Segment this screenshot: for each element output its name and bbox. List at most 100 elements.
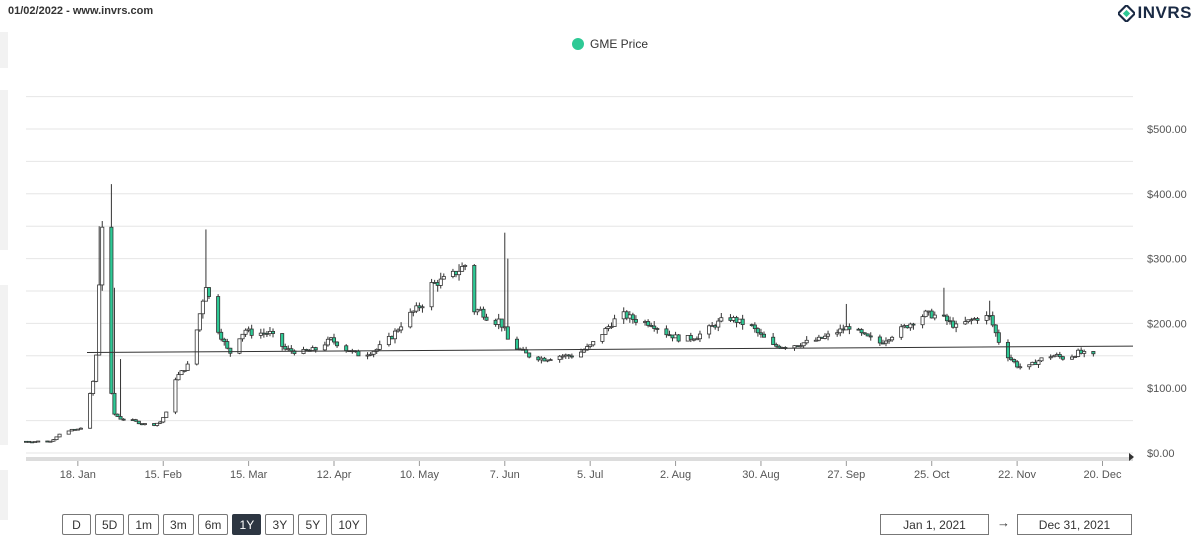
- range-button-5y[interactable]: 5Y: [298, 514, 328, 535]
- candle-body: [582, 349, 587, 353]
- candle-body: [664, 328, 669, 336]
- candle-body: [505, 326, 510, 340]
- candle-body: [603, 328, 608, 335]
- start-date-input[interactable]: Jan 1, 2021: [880, 514, 989, 535]
- candle-body: [228, 347, 233, 354]
- candle-body: [463, 265, 468, 267]
- candle-body: [484, 316, 489, 321]
- x-tick-label: 25. Oct: [914, 469, 949, 481]
- candle-body: [835, 332, 840, 335]
- start-date-value: Jan 1, 2021: [903, 517, 966, 532]
- candle-body: [121, 418, 126, 421]
- candle-body: [813, 339, 818, 342]
- candle-body: [975, 318, 980, 321]
- candle-body: [66, 430, 71, 435]
- candle-body: [1018, 366, 1023, 369]
- x-tick-label: 27. Sep: [827, 469, 865, 481]
- candle-body: [932, 314, 937, 319]
- candle-body: [569, 355, 574, 358]
- date-site-label: 01/02/2022 - www.invrs.com: [8, 5, 154, 17]
- y-tick-label: $500.00: [1147, 124, 1187, 136]
- candle-body: [36, 440, 41, 443]
- candle-body: [197, 313, 202, 331]
- candle-body: [877, 336, 882, 344]
- range-button-1y[interactable]: 1Y: [232, 514, 262, 535]
- candle-body: [94, 354, 99, 382]
- candle-body: [883, 340, 888, 344]
- candle-body: [1048, 356, 1053, 359]
- invrs-logo-icon: [1117, 4, 1135, 22]
- price-chart[interactable]: $0.00 $100.00 $200.00 $300.00 $400.00 $500.00…: [0, 0, 1200, 500]
- brand-logo[interactable]: INVRS: [1117, 3, 1192, 23]
- candle-body: [694, 338, 699, 341]
- x-tick-label: 18. Jan: [60, 469, 96, 481]
- candle-body: [457, 270, 462, 276]
- candle-body: [194, 329, 199, 365]
- candle-body: [941, 314, 946, 317]
- candle-body: [100, 226, 105, 286]
- y-tick-label: $200.00: [1147, 318, 1187, 330]
- candle-body: [97, 284, 102, 356]
- legend-gme-price[interactable]: GME Price: [572, 37, 648, 51]
- candle-body: [115, 413, 120, 417]
- candle-body: [887, 339, 892, 342]
- candle-body: [179, 370, 184, 376]
- candle-body: [75, 428, 80, 431]
- candle-body: [386, 336, 391, 346]
- candle-body: [1060, 356, 1065, 360]
- candle-body: [752, 324, 757, 330]
- candle-body: [51, 439, 56, 442]
- range-button-10y[interactable]: 10Y: [331, 514, 367, 535]
- candle-body: [133, 419, 138, 422]
- candle-body: [185, 363, 190, 371]
- brand-name: INVRS: [1137, 3, 1192, 22]
- candle-body: [585, 346, 590, 351]
- candle-body: [1015, 361, 1020, 368]
- candle-body: [633, 319, 638, 323]
- candle-body: [429, 282, 434, 308]
- candle-body: [1039, 357, 1044, 362]
- x-tick-label: 15. Mar: [230, 469, 268, 481]
- candle-body: [600, 334, 605, 342]
- range-button-3m[interactable]: 3m: [163, 514, 194, 535]
- candle-body: [283, 345, 288, 350]
- x-tick-label: 2. Aug: [660, 469, 691, 481]
- sidebar-tab: [0, 90, 8, 250]
- candle-body: [1012, 359, 1017, 363]
- candle-body: [118, 416, 123, 420]
- candle-body: [472, 265, 477, 313]
- candle-body: [304, 349, 309, 351]
- candle-body: [514, 338, 519, 350]
- x-tick-label: 10. May: [400, 469, 440, 481]
- candle-body: [335, 341, 340, 347]
- x-tick-label: 30. Aug: [742, 469, 779, 481]
- candle-body: [225, 341, 230, 349]
- candle-body: [984, 315, 989, 321]
- candle-body: [475, 309, 480, 313]
- candle-body: [408, 311, 413, 328]
- range-button-1m[interactable]: 1m: [128, 514, 160, 535]
- candle-body: [630, 314, 635, 320]
- trend-line: [86, 345, 1134, 354]
- candle-body: [441, 276, 446, 280]
- candle-body: [557, 355, 562, 360]
- range-button-5d[interactable]: 5D: [95, 514, 125, 535]
- candle-body: [612, 318, 617, 327]
- candle-body: [155, 422, 160, 426]
- candle-body: [460, 266, 465, 272]
- range-button-6m[interactable]: 6m: [197, 514, 229, 535]
- candle-body: [697, 333, 702, 340]
- candle-body: [801, 342, 806, 347]
- candle-body: [588, 344, 593, 347]
- candle-body: [944, 315, 949, 322]
- candle-body: [420, 306, 425, 309]
- candle-body: [560, 355, 565, 358]
- candle-body: [313, 347, 318, 351]
- range-button-3y[interactable]: 3Y: [265, 514, 295, 535]
- candle-body: [548, 359, 553, 361]
- candle-body: [911, 323, 916, 326]
- candle-body: [173, 379, 178, 413]
- end-date-input[interactable]: Dec 31, 2021: [1017, 514, 1132, 535]
- candle-body: [48, 440, 53, 443]
- range-button-d[interactable]: D: [62, 514, 91, 535]
